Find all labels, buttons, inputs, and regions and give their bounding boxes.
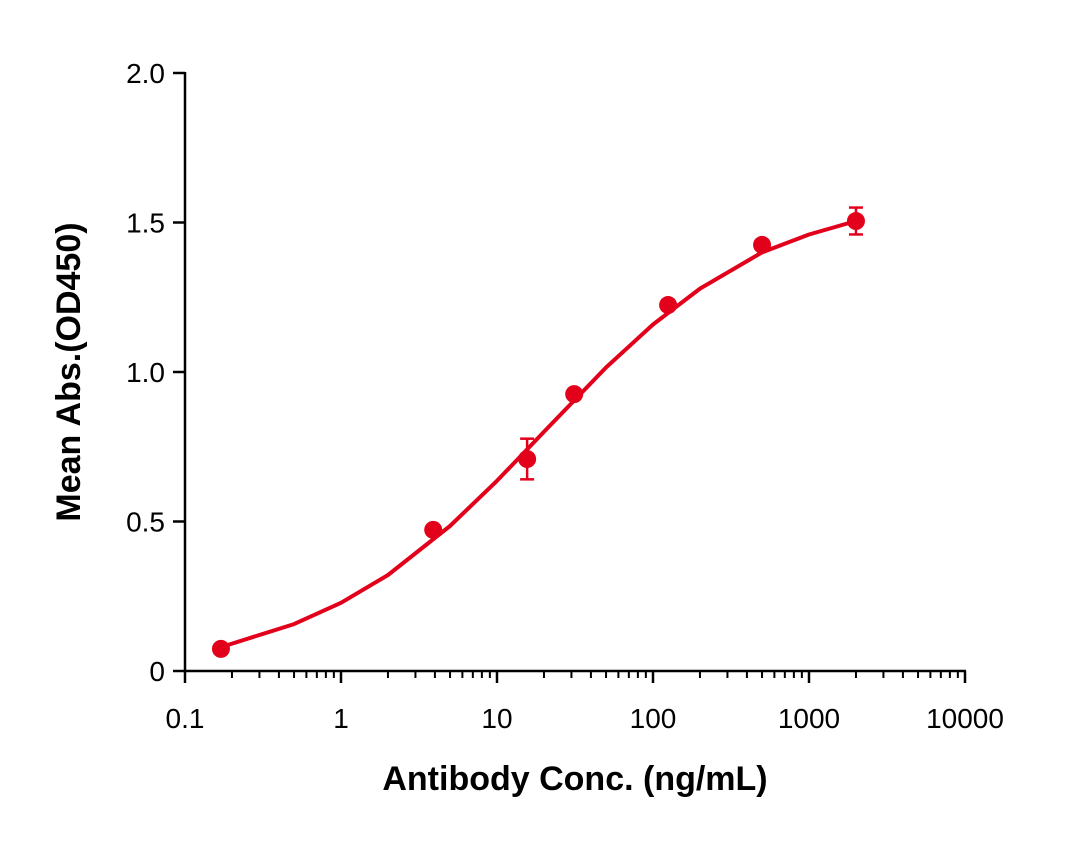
x-tick-label: 10	[481, 703, 512, 734]
data-point	[211, 639, 230, 658]
data-point	[565, 385, 584, 404]
x-tick-label: 10000	[926, 703, 1004, 734]
x-tick-label: 1	[333, 703, 349, 734]
y-tick-label: 2.0	[126, 58, 165, 89]
x-tick-label: 0.1	[166, 703, 205, 734]
data-point	[424, 520, 443, 539]
y-axis-title: Mean Abs.(OD450)	[50, 222, 88, 521]
data-point	[753, 235, 772, 254]
data-point	[846, 212, 865, 231]
fit-curve	[220, 219, 857, 650]
y-tick-label: 1.0	[126, 357, 165, 388]
y-tick-label: 0.5	[126, 507, 165, 538]
data-point	[518, 450, 537, 469]
x-tick-label: 100	[630, 703, 677, 734]
x-tick-label: 1000	[778, 703, 840, 734]
data-point	[659, 296, 678, 315]
y-tick-label: 1.5	[126, 208, 165, 239]
y-tick-label: 0	[149, 656, 165, 687]
x-axis-title: Antibody Conc. (ng/mL)	[382, 760, 767, 798]
